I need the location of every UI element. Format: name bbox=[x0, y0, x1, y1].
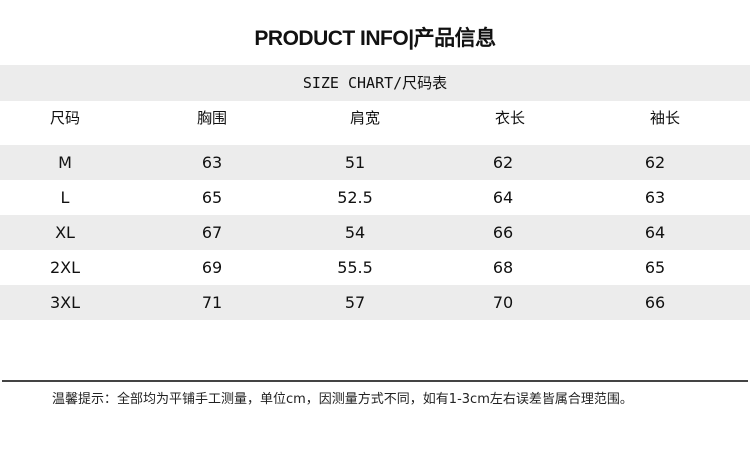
cell-sleeve: 63 bbox=[644, 188, 666, 207]
table-row: L 65 52.5 64 63 bbox=[0, 180, 750, 215]
cell-size: L bbox=[60, 188, 70, 207]
cell-size: M bbox=[58, 153, 72, 172]
size-chart-banner: SIZE CHART/尺码表 bbox=[0, 65, 750, 101]
cell-sleeve: 62 bbox=[644, 153, 666, 172]
measurement-note: 温馨提示：全部均为平铺手工测量，单位cm，因测量方式不同，如有1-3cm左右误差… bbox=[52, 392, 633, 407]
table-header: 尺码 胸围 肩宽 衣长 袖长 bbox=[0, 101, 750, 136]
divider bbox=[2, 380, 748, 382]
cell-shoulder: 57 bbox=[344, 293, 366, 312]
cell-chest: 69 bbox=[201, 258, 223, 277]
cell-sleeve: 65 bbox=[644, 258, 666, 277]
cell-sleeve: 64 bbox=[644, 223, 666, 242]
cell-shoulder: 55.5 bbox=[337, 258, 373, 277]
table-row: 3XL 71 57 70 66 bbox=[0, 285, 750, 320]
page-title: PRODUCT INFO|产品信息 bbox=[254, 27, 496, 50]
cell-length: 62 bbox=[492, 153, 514, 172]
table-row: XL 67 54 66 64 bbox=[0, 215, 750, 250]
header-length: 衣长 bbox=[494, 109, 525, 127]
cell-chest: 71 bbox=[201, 293, 223, 312]
cell-sleeve: 66 bbox=[644, 293, 666, 312]
header-shoulder: 肩宽 bbox=[349, 109, 380, 127]
cell-length: 70 bbox=[492, 293, 514, 312]
table-row: M 63 51 62 62 bbox=[0, 145, 750, 180]
cell-length: 64 bbox=[492, 188, 514, 207]
cell-shoulder: 52.5 bbox=[337, 188, 373, 207]
header-chest: 胸围 bbox=[196, 109, 227, 127]
header-size: 尺码 bbox=[49, 109, 80, 127]
table-row: 2XL 69 55.5 68 65 bbox=[0, 250, 750, 285]
cell-chest: 65 bbox=[201, 188, 223, 207]
cell-size: 3XL bbox=[49, 293, 81, 312]
cell-size: XL bbox=[55, 223, 75, 242]
cell-length: 68 bbox=[492, 258, 514, 277]
cell-chest: 63 bbox=[201, 153, 223, 172]
cell-length: 66 bbox=[492, 223, 514, 242]
cell-shoulder: 54 bbox=[344, 223, 366, 242]
header-sleeve: 袖长 bbox=[649, 109, 680, 127]
cell-shoulder: 51 bbox=[344, 153, 366, 172]
cell-size: 2XL bbox=[49, 258, 81, 277]
cell-chest: 67 bbox=[201, 223, 223, 242]
